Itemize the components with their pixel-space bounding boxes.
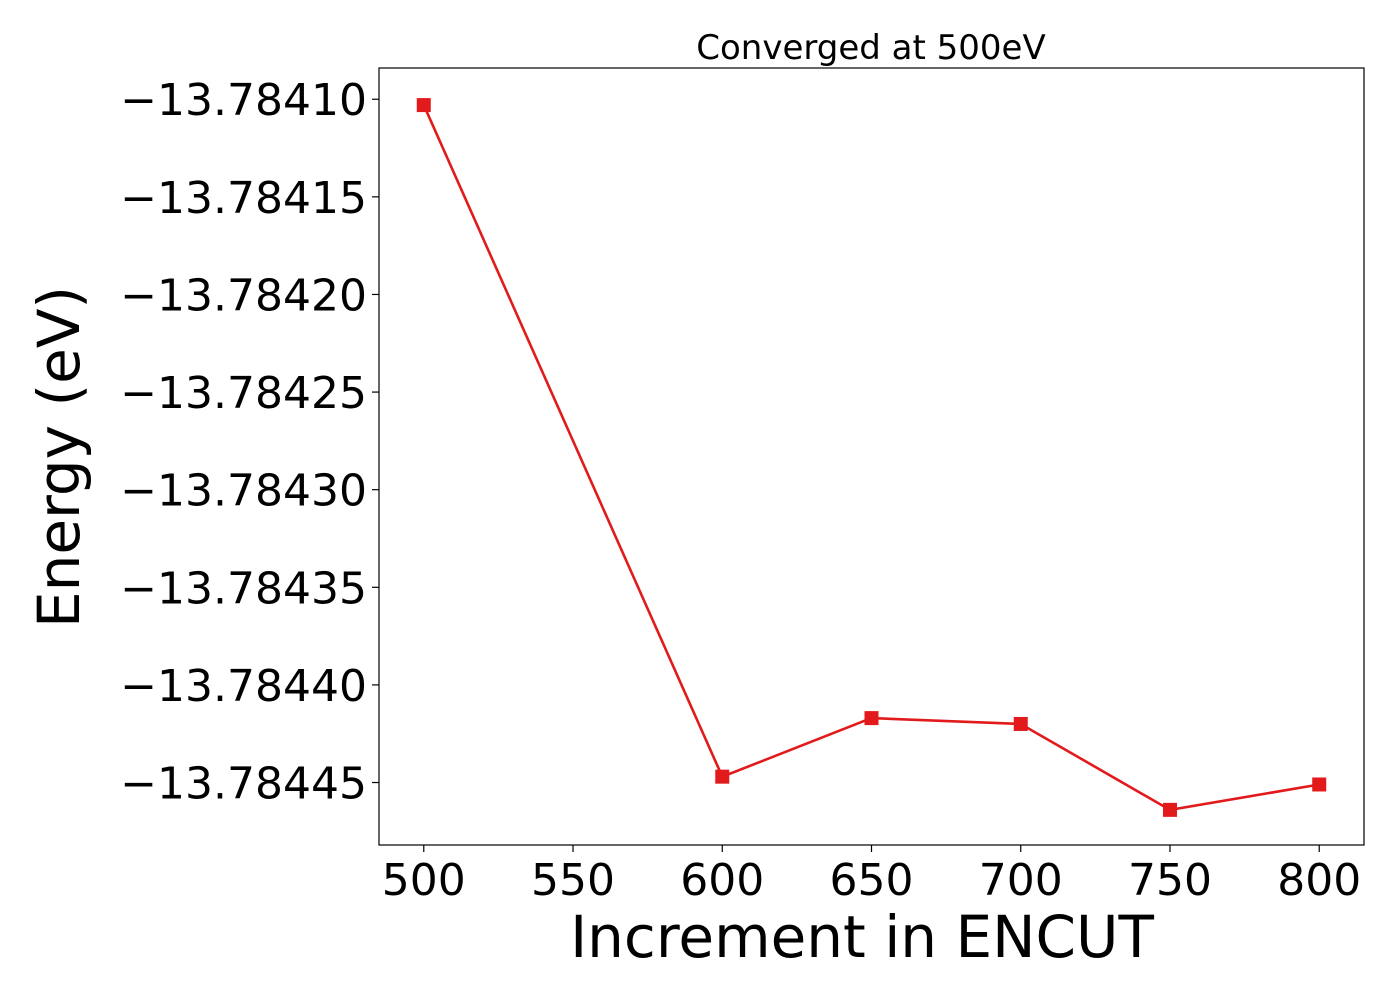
y-tick-label: −13.78445 bbox=[120, 759, 367, 810]
series-layer bbox=[416, 98, 1327, 817]
x-axis-title: Increment in ENCUT bbox=[570, 903, 1154, 971]
x-tick-label: 800 bbox=[1277, 855, 1361, 906]
y-axis-ticks: −13.78410 −13.78415 −13.78420 −13.78425 −13.… bbox=[120, 75, 379, 810]
y-tick-label: −13.78435 bbox=[120, 563, 367, 614]
data-point-marker bbox=[715, 769, 730, 784]
data-point-marker bbox=[864, 711, 879, 726]
data-point-marker bbox=[1162, 802, 1177, 817]
data-point-marker bbox=[416, 98, 431, 113]
x-axis-ticks: 500 550 600 650 700 750 800 bbox=[382, 845, 1361, 906]
y-tick-label: −13.78425 bbox=[120, 368, 367, 419]
y-tick-label: −13.78440 bbox=[120, 661, 367, 712]
chart-title: Converged at 500eV bbox=[696, 28, 1045, 68]
y-tick-label: −13.78410 bbox=[120, 75, 367, 126]
x-tick-label: 650 bbox=[830, 855, 914, 906]
x-tick-label: 700 bbox=[979, 855, 1063, 906]
x-tick-label: 500 bbox=[382, 855, 466, 906]
y-tick-label: −13.78415 bbox=[120, 173, 367, 224]
y-tick-label: −13.78430 bbox=[120, 466, 367, 517]
y-axis-title: Energy (eV) bbox=[25, 286, 93, 628]
x-tick-label: 750 bbox=[1128, 855, 1212, 906]
plot-area-frame bbox=[378, 67, 1365, 846]
series-line bbox=[422, 104, 1320, 812]
data-point-marker bbox=[1013, 716, 1028, 731]
x-tick-label: 550 bbox=[531, 855, 615, 906]
y-tick-label: −13.78420 bbox=[120, 270, 367, 321]
data-point-marker bbox=[1312, 777, 1327, 792]
x-tick-label: 600 bbox=[680, 855, 764, 906]
